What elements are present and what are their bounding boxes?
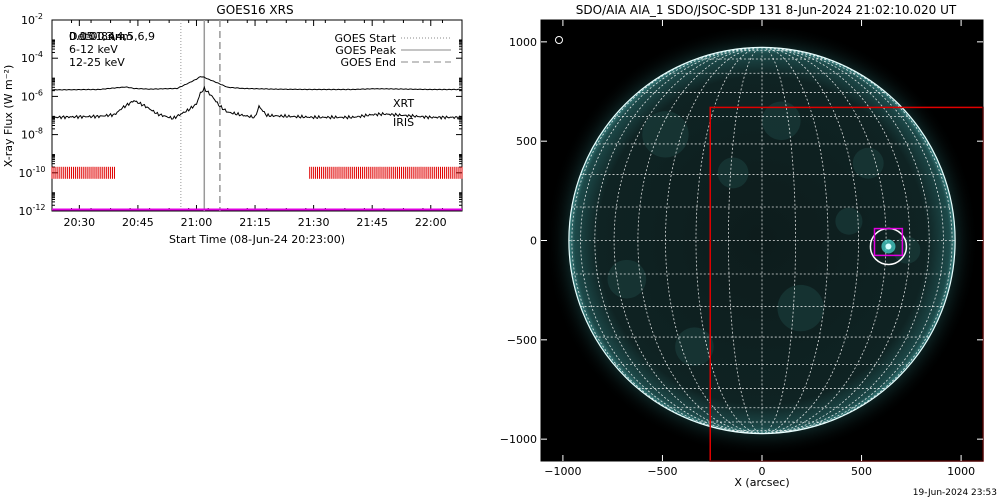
y-tick-label: 10-12 — [18, 203, 45, 218]
goes-series-lines — [51, 76, 463, 211]
y-tick-exponent: -4 — [35, 50, 43, 59]
longitude-line — [761, 47, 887, 434]
goes-event-lines — [180, 20, 221, 211]
goes-chart-title: GOES16 XRS — [216, 3, 293, 17]
y-tick-exponent: -2 — [35, 12, 43, 21]
aia-image-panel: SDO/AIA AIA_1 SDO/JSOC-SDP 131 8-Jun-202… — [500, 3, 984, 489]
active-region — [852, 147, 884, 179]
x-tick-label: −500 — [647, 465, 677, 478]
longitude-line — [761, 47, 953, 434]
legend-left-item: Det01,3,4,5,6,9 — [69, 30, 155, 43]
goes-y-axis-label: X-ray Flux (W m⁻²) — [2, 65, 15, 167]
longitude-line — [613, 47, 763, 434]
x-tick-label: 21:45 — [356, 216, 388, 229]
flare-core — [885, 243, 892, 250]
y-tick-label: 0 — [530, 235, 537, 248]
goes-xrs-panel: GOES16 XRS 20:30 20:45 21:00 21:15 21:30 21:4… — [2, 3, 463, 246]
aia-x-axis-label: X (arcsec) — [734, 476, 789, 489]
x-tick-label: 0 — [759, 465, 766, 478]
y-tick-label: 10-4 — [21, 50, 43, 65]
legend-left-item: 12-25 keV — [69, 56, 125, 69]
y-tick-label: 10-6 — [21, 88, 43, 103]
active-region — [762, 101, 801, 141]
longitude-line — [761, 47, 859, 434]
longitude-line — [594, 47, 763, 434]
footer-timestamp: 19-Jun-2024 23:53 — [913, 488, 997, 498]
longitude-line — [761, 47, 944, 434]
y-tick-label: 1000 — [509, 36, 537, 49]
longitude-line — [580, 47, 763, 434]
goes-series-line — [51, 76, 463, 91]
y-tick-label: 500 — [516, 135, 537, 148]
iris-fov-box — [873, 227, 904, 257]
x-tick-label: 22:00 — [415, 216, 447, 229]
xrt-coverage-bars — [51, 166, 463, 179]
x-tick-label: 20:45 — [122, 216, 154, 229]
y-tick-label: 10-8 — [21, 127, 43, 142]
y-tick-exponent: -12 — [32, 203, 45, 212]
x-tick-label: 21:00 — [181, 216, 213, 229]
longitude-line — [695, 47, 763, 434]
longitude-line — [637, 47, 763, 434]
aia-solar-image — [545, 24, 984, 462]
active-region — [777, 284, 824, 332]
goes-x-axis-label: Start Time (08-Jun-24 20:23:00) — [169, 233, 345, 246]
x-tick-label: −1000 — [544, 465, 581, 478]
longitude-line — [761, 47, 829, 434]
xrt-label: XRT — [393, 97, 414, 110]
x-tick-label: 21:15 — [239, 216, 271, 229]
active-region — [675, 327, 714, 367]
legend-left-item: 0.1-0.8nm — [69, 30, 126, 43]
aia-x-axis: −1000 −500 0 500 1000 — [544, 20, 975, 478]
aia-image-title: SDO/AIA AIA_1 SDO/JSOC-SDP 131 8-Jun-202… — [576, 3, 957, 17]
aia-legend: AIA flare location XRT FOV IRIS FOV — [552, 36, 651, 445]
legend-left-item: 0.05-0.4nm — [69, 30, 133, 43]
aia-legend-iris: IRIS FOV — [552, 434, 595, 445]
active-region — [835, 207, 863, 235]
y-tick-label: 10-2 — [21, 12, 43, 27]
longitude-line — [761, 47, 930, 434]
solar-limb — [568, 46, 956, 435]
iris-label: IRIS — [393, 116, 414, 129]
active-region — [893, 236, 921, 264]
legend-goes-peak: GOES Peak — [335, 44, 396, 57]
active-region — [607, 259, 647, 299]
longitude-line — [571, 47, 763, 434]
y-tick-exponent: -10 — [32, 165, 45, 174]
aia-legend-xrt: XRT FOV — [552, 423, 595, 434]
y-tick-label: 10-10 — [18, 165, 45, 180]
y-tick-label: −1000 — [500, 433, 537, 446]
x-tick-label: 21:30 — [298, 216, 330, 229]
aia-y-axis: −1000 −500 0 500 1000 — [500, 36, 983, 446]
y-tick-label: −500 — [507, 334, 537, 347]
legend-left-item: 6-12 keV — [69, 43, 118, 56]
x-tick-label: 20:30 — [63, 216, 95, 229]
goes-legend-right: GOES Start GOES Peak GOES End — [335, 32, 451, 69]
flare-location-legend-icon — [555, 36, 563, 44]
legend-goes-end: GOES End — [340, 56, 396, 69]
x-tick-label: 1000 — [947, 465, 975, 478]
x-tick-label: 500 — [851, 465, 872, 478]
legend-goes-start: GOES Start — [335, 32, 397, 45]
longitude-line — [761, 47, 911, 434]
longitude-line — [728, 47, 763, 434]
goes-plot-frame — [51, 19, 463, 212]
active-region — [717, 157, 749, 189]
goes-legend-left: 0.1-0.8nm 0.05-0.4nm Det01,3,4,5,6,9 6-1… — [69, 30, 155, 69]
longitude-line — [665, 47, 763, 434]
y-tick-exponent: -8 — [35, 127, 43, 136]
y-tick-exponent: -6 — [35, 88, 43, 97]
longitude-line — [761, 47, 796, 434]
aia-legend-flare: AIA flare location — [566, 36, 651, 47]
goes-series-line — [51, 85, 463, 121]
active-region — [642, 111, 689, 158]
